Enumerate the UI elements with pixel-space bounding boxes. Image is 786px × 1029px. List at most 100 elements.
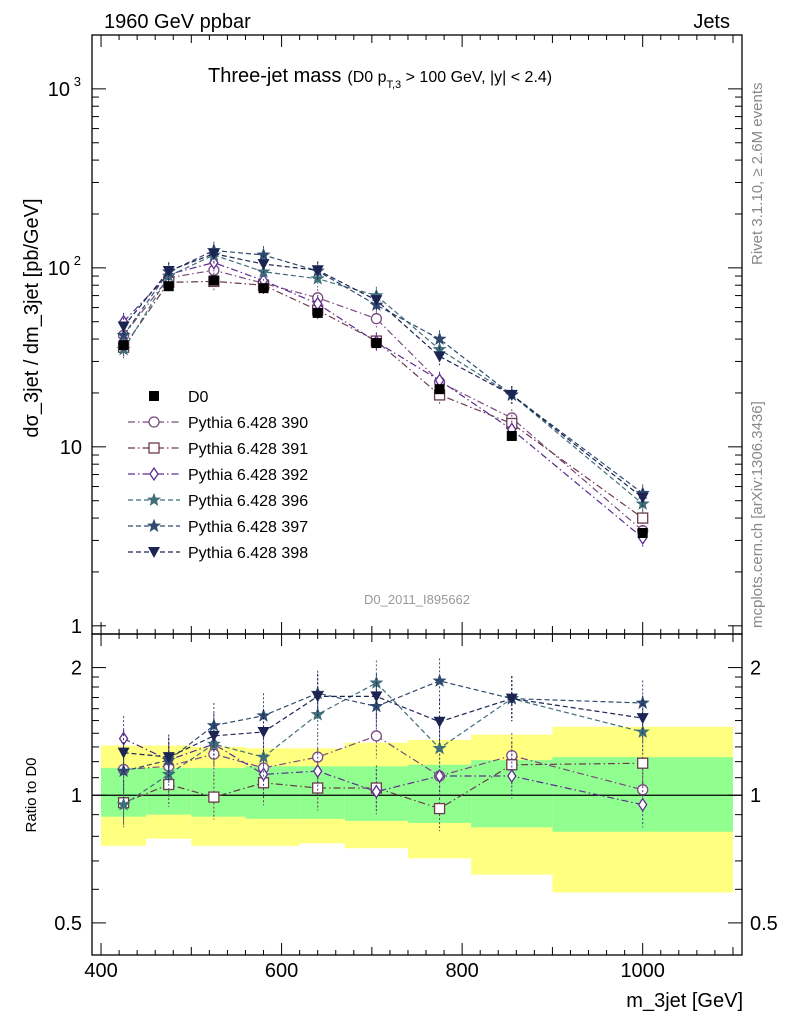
- legend-marker: [148, 416, 160, 428]
- legend: D0 Pythia 6.428 390 Pythia 6.428 391 Pythia…: [128, 389, 308, 562]
- chart-title-sub-index: T,3: [387, 79, 402, 91]
- x-axis-label: m_3jet [GeV]: [626, 990, 743, 1012]
- series-line: [123, 269, 644, 532]
- ratio-data-point: [116, 797, 131, 811]
- legend-marker: [146, 518, 162, 533]
- ratio-data-point: [505, 693, 518, 705]
- ratio-data-point: [506, 759, 518, 771]
- ratio-data-point: [208, 791, 220, 803]
- ratio-data-point: [637, 797, 648, 812]
- ratio-data-point: [432, 673, 447, 687]
- chart-title: Three-jet mass (D0 pT,3 > 100 GeV, |y| < …: [208, 65, 552, 91]
- series-pythia-6-428-397: [116, 241, 650, 503]
- legend-item-pythia-6-428-390: Pythia 6.428 390: [128, 415, 308, 432]
- legend-label: Pythia 6.428 390: [188, 415, 308, 432]
- y-tick-label-base: 10: [60, 437, 82, 459]
- reference-data-point: [312, 307, 323, 318]
- legend-marker: [148, 442, 160, 454]
- legend-label: Pythia 6.428 398: [188, 545, 308, 562]
- ratio-data-point: [433, 716, 446, 728]
- ratio-data-point: [117, 747, 130, 759]
- y-tick-label: 10: [48, 258, 70, 280]
- y-tick-label: 1: [71, 616, 82, 638]
- ratio-data-point: [434, 768, 445, 784]
- legend-item-pythia-6-428-391: Pythia 6.428 391: [128, 441, 308, 458]
- legend-label: D0: [188, 389, 209, 406]
- reference-data-point: [637, 528, 648, 539]
- series-d0-reference: [118, 275, 648, 539]
- reference-data-point: [371, 338, 382, 349]
- ratio-series-line: [123, 762, 643, 810]
- y-tick-label-base: 1: [71, 616, 82, 638]
- series-pythia-6-428-398: [117, 244, 649, 507]
- chart-title-sub-rest: > 100 GeV, |y| < 2.4): [401, 69, 552, 86]
- data-point: [256, 247, 271, 261]
- x-tick-label: 600: [265, 960, 298, 982]
- y-tick-label-base: 10: [48, 79, 70, 101]
- ratio-data-point: [310, 707, 325, 721]
- reference-data-point: [118, 340, 129, 351]
- ratio-data-point: [312, 763, 323, 779]
- ratio-data-point: [311, 691, 324, 703]
- data-point: [637, 512, 649, 524]
- axes: 400 600 800 1000 1 10 10 2 10 3 0.5 0.5 1 1 2 2: [48, 34, 778, 982]
- ratio-y-tick-label-left: 1: [71, 785, 82, 807]
- reference-data-point: [163, 281, 174, 292]
- legend-item-d0: D0: [149, 389, 209, 406]
- data-point: [433, 351, 446, 363]
- legend-label: Pythia 6.428 397: [188, 519, 308, 536]
- data-point: [505, 389, 518, 401]
- data-point: [162, 266, 175, 278]
- ratio-y-tick-label-right: 2: [750, 658, 761, 680]
- ratio-y-tick-label-right: 1: [750, 785, 761, 807]
- ratio-y-axis-label: Ratio to D0: [23, 757, 40, 832]
- ratio-series-pythia-6-428-398: [117, 673, 649, 780]
- legend-marker: [146, 492, 162, 507]
- reference-data-point: [258, 283, 269, 294]
- header-right: Jets: [693, 11, 730, 33]
- ratio-data-point: [432, 740, 447, 755]
- ratio-plot-frame: [91, 633, 743, 956]
- legend-item-pythia-6-428-392: Pythia 6.428 392: [128, 466, 308, 484]
- reference-data-point: [506, 430, 517, 441]
- legend-item-pythia-6-428-398: Pythia 6.428 398: [128, 545, 308, 562]
- ratio-data-point: [507, 768, 517, 784]
- ratio-data-point: [370, 730, 383, 742]
- mcplots-text: mcplots.cern.ch [arXiv:1306.3436]: [749, 401, 766, 628]
- ratio-data-point: [635, 695, 650, 710]
- data-point: [370, 295, 383, 307]
- rivet-version-text: Rivet 3.1.10, ≥ 2.6M events: [749, 83, 766, 266]
- ratio-data-point: [257, 726, 270, 738]
- legend-label: Pythia 6.428 392: [188, 467, 308, 484]
- ratio-y-tick-label-left: 2: [71, 658, 82, 680]
- reference-data-point: [208, 275, 219, 286]
- ratio-panel-marks: [116, 658, 650, 832]
- ratio-data-point: [369, 699, 384, 713]
- ratio-y-tick-label-right: 0.5: [750, 913, 778, 935]
- ratio-data-point: [258, 767, 269, 782]
- legend-marker: [148, 547, 160, 558]
- legend-item-pythia-6-428-397: Pythia 6.428 397: [128, 518, 308, 536]
- y-tick-label: 10: [48, 79, 70, 101]
- x-tick-label: 400: [84, 960, 117, 982]
- ratio-data-point: [637, 757, 649, 769]
- y-tick-exponent: 3: [74, 74, 81, 89]
- ratio-data-point: [636, 713, 649, 725]
- data-point: [117, 321, 130, 333]
- data-point: [432, 331, 447, 346]
- data-point: [257, 259, 270, 271]
- data-point: [311, 265, 324, 277]
- legend-item-pythia-6-428-396: Pythia 6.428 396: [128, 492, 308, 510]
- main-y-axis-label: dσ_3jet / dm_3jet [pb/GeV]: [21, 198, 43, 437]
- uncertainty-band-inner: [245, 766, 300, 819]
- y-tick-label: 10: [60, 437, 82, 459]
- ratio-data-point: [256, 749, 271, 764]
- y-tick-label-base: 10: [48, 258, 70, 280]
- legend-marker: [149, 391, 159, 401]
- main-panel-marks: [116, 241, 650, 547]
- ratio-data-point: [370, 691, 383, 703]
- analysis-id: D0_2011_I895662: [364, 592, 470, 607]
- header-left: 1960 GeV ppbar: [104, 11, 251, 33]
